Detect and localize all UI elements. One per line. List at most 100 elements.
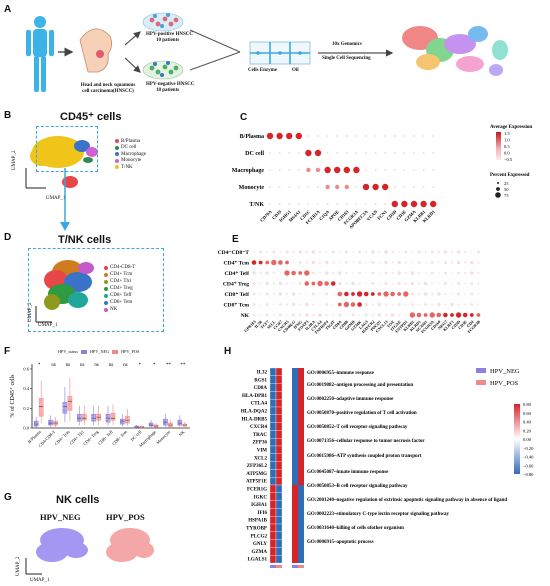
e-dot	[477, 282, 480, 285]
d-legend-item: CD8+ Tem	[104, 299, 135, 306]
c-dot	[413, 169, 415, 171]
c-dot	[413, 135, 415, 137]
g-neg-cluster	[36, 528, 88, 562]
e-gene-label: TCF7	[259, 319, 270, 330]
h-cell	[269, 523, 277, 532]
h-go-term: GO:0050852~T cell receptor signaling pat…	[307, 425, 408, 430]
label-hnscc: Head and neck squamous cell carcinoma(HN…	[80, 83, 136, 94]
e-dot	[345, 271, 348, 275]
e-dot	[365, 261, 367, 264]
e-dot	[292, 250, 295, 254]
e-dot	[298, 271, 303, 275]
h-cell	[269, 406, 277, 415]
e-dot	[371, 303, 374, 306]
e-dot	[319, 293, 321, 295]
d-umap1: UMAP_1	[38, 323, 58, 328]
label-oil: Oil	[292, 68, 299, 73]
c-dot	[286, 132, 293, 140]
e-gene-label: SELL	[266, 319, 277, 330]
f-point	[120, 423, 122, 425]
h-cell	[269, 492, 277, 501]
f-box	[67, 396, 73, 411]
c-dot	[432, 169, 435, 171]
e-dot	[470, 292, 474, 296]
h-cell	[275, 516, 283, 525]
e-dot	[339, 261, 341, 264]
f-point	[34, 423, 36, 425]
e-dot	[378, 250, 381, 254]
e-dot	[330, 281, 336, 286]
f-point	[40, 404, 42, 407]
e-dot	[378, 282, 381, 285]
h-cell	[275, 547, 283, 556]
e-dot	[318, 271, 322, 275]
e-dot	[292, 282, 295, 285]
c-dot	[432, 135, 435, 137]
c-dot	[307, 135, 310, 137]
h-gene-label: ZFP36	[253, 441, 268, 446]
h-scale-tick: 0.20	[523, 428, 532, 433]
e-dot	[403, 291, 409, 297]
h-cell	[275, 484, 283, 493]
e-dot	[279, 251, 282, 253]
c-dot	[355, 135, 358, 137]
c-dot	[288, 152, 291, 154]
h-cell	[275, 383, 283, 392]
e-dot	[311, 260, 316, 265]
e-dot	[371, 313, 374, 317]
e-dot	[351, 281, 355, 286]
e-dot	[252, 313, 256, 317]
c-dot	[288, 186, 291, 188]
h-cell	[269, 477, 277, 486]
h-gene-label: CTLA4	[251, 402, 268, 407]
e-dot	[358, 282, 361, 285]
c-scale-tick: 1.0	[504, 138, 510, 143]
c-dot	[276, 132, 283, 140]
e-row-label: CD8⁺ Tcm	[224, 302, 250, 309]
c-dot	[343, 166, 350, 174]
e-dot	[404, 282, 407, 285]
e-dot	[265, 260, 270, 265]
f-point	[63, 410, 65, 412]
legend-dot-icon	[104, 307, 108, 312]
human-figure-icon	[26, 16, 54, 92]
legend-dot-icon	[104, 286, 108, 291]
h-go-term: GO:0006955~immune response	[307, 371, 375, 376]
e-dot	[291, 302, 296, 307]
c-dot	[422, 135, 425, 137]
h-scale-tick: −0.80	[523, 472, 534, 477]
e-dot	[312, 303, 315, 306]
e-dot	[311, 250, 316, 254]
c-dot	[326, 203, 329, 205]
h-gene-label: RGS1	[254, 378, 267, 383]
e-dot	[311, 281, 316, 286]
panel-label-f: F	[4, 346, 11, 357]
c-dot	[403, 186, 406, 188]
e-row-label: CD4⁺ Teff	[224, 270, 249, 277]
e-dot	[384, 282, 388, 285]
d-legend-item: CD4+ Th1	[104, 278, 135, 285]
legend-dot-icon	[104, 279, 108, 284]
e-dot	[417, 271, 421, 275]
h-gene-label: ATP5MG	[246, 472, 267, 477]
e-dot	[371, 282, 375, 285]
c-dot	[372, 183, 379, 191]
f-point	[98, 417, 100, 419]
h-legend-swatch	[476, 380, 486, 385]
h-go-term: GO:0045087~innate immune response	[307, 470, 389, 475]
legend-dot-icon	[104, 293, 108, 298]
c-dot	[393, 169, 396, 171]
e-gene-label: CD4	[465, 319, 474, 328]
f-point	[135, 426, 137, 428]
h-scale-tick: −0.20	[523, 446, 534, 451]
f-point	[149, 423, 151, 426]
label-hpv-pos: HPV-positive HNSCC	[146, 32, 193, 37]
e-dot	[258, 260, 263, 265]
e-dot	[437, 302, 441, 307]
g-neg-title: HPV_NEG	[40, 512, 81, 522]
c-pct-label: 25	[504, 181, 509, 186]
h-cell	[275, 469, 283, 478]
e-dot	[358, 271, 361, 275]
h-go-term: GO:0031640~killing of cells ofother orga…	[307, 526, 405, 531]
